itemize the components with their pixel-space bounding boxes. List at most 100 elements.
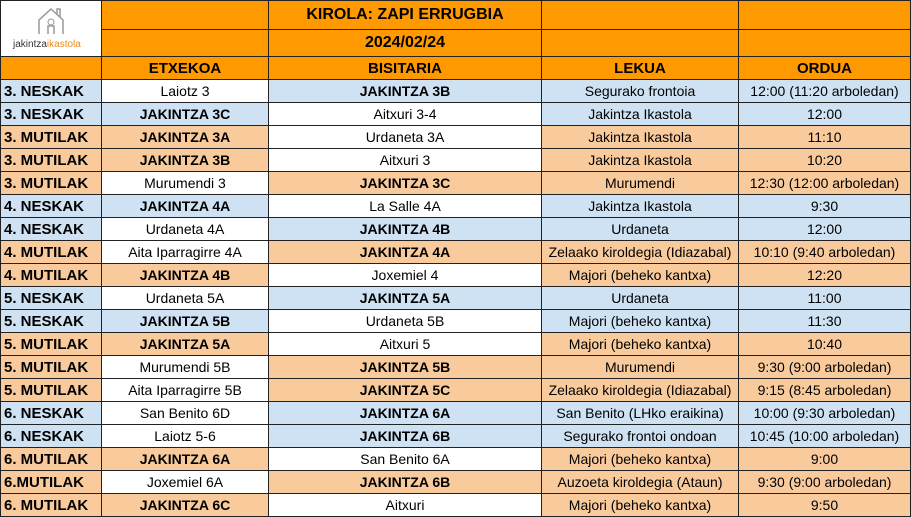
category-cell: 6. NESKAK xyxy=(0,424,102,448)
time-cell: 12:20 xyxy=(738,263,911,287)
header-category xyxy=(0,56,102,80)
house-logo-icon xyxy=(38,7,64,34)
table-row: 4. NESKAK JAKINTZA 4A La Salle 4A Jakintza … xyxy=(0,194,911,218)
home-team-cell: JAKINTZA 5A xyxy=(101,332,269,356)
home-team-cell: JAKINTZA 3C xyxy=(101,102,269,126)
header-time: ORDUA xyxy=(738,56,911,80)
table-row: 6. MUTILAK JAKINTZA 6C Aitxuri Majori (behe… xyxy=(0,493,911,517)
category-cell: 3. MUTILAK xyxy=(0,125,102,149)
time-cell: 10:10 (9:40 arboledan) xyxy=(738,240,911,264)
home-team-cell: Urdaneta 4A xyxy=(101,217,269,241)
time-cell: 10:40 xyxy=(738,332,911,356)
category-cell: 3. MUTILAK xyxy=(0,148,102,172)
category-cell: 4. MUTILAK xyxy=(0,263,102,287)
table-row: 6.MUTILAK Joxemiel 6A JAKINTZA 6B Auzoeta k… xyxy=(0,470,911,494)
place-cell: Urdaneta xyxy=(541,286,739,310)
time-cell: 12:00 xyxy=(738,102,911,126)
table-row: 3. MUTILAK Murumendi 3 JAKINTZA 3C Murumend… xyxy=(0,171,911,195)
place-cell: Majori (beheko kantxa) xyxy=(541,309,739,333)
table-row: 6. NESKAK Laiotz 5-6 JAKINTZA 6B Segurako f… xyxy=(0,424,911,448)
home-team-cell: Laiotz 3 xyxy=(101,79,269,103)
table-row: 5. MUTILAK Aita Iparragirre 5B JAKINTZA 5C… xyxy=(0,378,911,402)
table-row: 3. MUTILAK JAKINTZA 3B Aitxuri 3 Jakintza I… xyxy=(0,148,911,172)
away-team-cell: Aitxuri 5 xyxy=(268,332,542,356)
header-away: BISITARIA xyxy=(268,56,542,80)
table-row: 6. NESKAK San Benito 6D JAKINTZA 6A San Ben… xyxy=(0,401,911,425)
category-cell: 5. NESKAK xyxy=(0,309,102,333)
away-team-cell: JAKINTZA 6A xyxy=(268,401,542,425)
table-row: 5. NESKAK Urdaneta 5A JAKINTZA 5A Urdaneta 1… xyxy=(0,286,911,310)
place-cell: Segurako frontoia xyxy=(541,79,739,103)
home-team-cell: JAKINTZA 6A xyxy=(101,447,269,471)
home-team-cell: JAKINTZA 5B xyxy=(101,309,269,333)
place-cell: Zelaako kiroldegia (Idiazabal) xyxy=(541,378,739,402)
time-cell: 9:50 xyxy=(738,493,911,517)
place-cell: Murumendi xyxy=(541,171,739,195)
category-cell: 3. MUTILAK xyxy=(0,171,102,195)
home-team-cell: JAKINTZA 3A xyxy=(101,125,269,149)
time-cell: 9:30 (9:00 arboledan) xyxy=(738,470,911,494)
away-team-cell: JAKINTZA 6B xyxy=(268,470,542,494)
time-cell: 10:45 (10:00 arboledan) xyxy=(738,424,911,448)
table-row: 4. MUTILAK JAKINTZA 4B Joxemiel 4 Majori (b… xyxy=(0,263,911,287)
home-team-cell: Murumendi 5B xyxy=(101,355,269,379)
category-cell: 5. MUTILAK xyxy=(0,378,102,402)
home-team-cell: Urdaneta 5A xyxy=(101,286,269,310)
logo-text: jakintzaikastola xyxy=(13,39,81,50)
away-team-cell: Joxemiel 4 xyxy=(268,263,542,287)
page-title: KIROLA: ZAPI ERRUGBIA xyxy=(268,0,542,30)
home-team-cell: JAKINTZA 6C xyxy=(101,493,269,517)
home-team-cell: Laiotz 5-6 xyxy=(101,424,269,448)
away-team-cell: La Salle 4A xyxy=(268,194,542,218)
category-cell: 4. MUTILAK xyxy=(0,240,102,264)
away-team-cell: JAKINTZA 3B xyxy=(268,79,542,103)
away-team-cell: JAKINTZA 5C xyxy=(268,378,542,402)
category-cell: 3. NESKAK xyxy=(0,102,102,126)
place-cell: Jakintza Ikastola xyxy=(541,102,739,126)
away-team-cell: Aitxuri 3 xyxy=(268,148,542,172)
header-home: ETXEKOA xyxy=(101,56,269,80)
time-cell: 12:00 xyxy=(738,217,911,241)
away-team-cell: JAKINTZA 5B xyxy=(268,355,542,379)
table-row: 4. NESKAK Urdaneta 4A JAKINTZA 4B Urdaneta 1… xyxy=(0,217,911,241)
category-cell: 5. MUTILAK xyxy=(0,332,102,356)
time-cell: 12:30 (12:00 arboledan) xyxy=(738,171,911,195)
home-team-cell: JAKINTZA 4B xyxy=(101,263,269,287)
time-cell: 9:30 xyxy=(738,194,911,218)
table-row: 3. MUTILAK JAKINTZA 3A Urdaneta 3A Jakintza… xyxy=(0,125,911,149)
time-cell: 12:00 (11:20 arboledan) xyxy=(738,79,911,103)
table-row: 6. MUTILAK JAKINTZA 6A San Benito 6A Majori… xyxy=(0,447,911,471)
away-team-cell: JAKINTZA 4B xyxy=(268,217,542,241)
away-team-cell: Urdaneta 3A xyxy=(268,125,542,149)
home-team-cell: JAKINTZA 4A xyxy=(101,194,269,218)
category-cell: 6. MUTILAK xyxy=(0,493,102,517)
place-cell: Zelaako kiroldegia (Idiazabal) xyxy=(541,240,739,264)
table-row: 4. MUTILAK Aita Iparragirre 4A JAKINTZA 4A… xyxy=(0,240,911,264)
away-team-cell: JAKINTZA 4A xyxy=(268,240,542,264)
place-cell: Jakintza Ikastola xyxy=(541,148,739,172)
home-team-cell: Joxemiel 6A xyxy=(101,470,269,494)
table-row: 3. NESKAK JAKINTZA 3C Aitxuri 3-4 Jakintza … xyxy=(0,102,911,126)
table-row: 5. NESKAK JAKINTZA 5B Urdaneta 5B Majori (b… xyxy=(0,309,911,333)
home-team-cell: JAKINTZA 3B xyxy=(101,148,269,172)
place-cell: Urdaneta xyxy=(541,217,739,241)
table-row: 5. MUTILAK Murumendi 5B JAKINTZA 5B Murumen… xyxy=(0,355,911,379)
place-cell: Majori (beheko kantxa) xyxy=(541,493,739,517)
category-cell: 5. NESKAK xyxy=(0,286,102,310)
header-place: LEKUA xyxy=(541,56,739,80)
category-cell: 5. MUTILAK xyxy=(0,355,102,379)
category-cell: 6. NESKAK xyxy=(0,401,102,425)
place-cell: San Benito (LHko eraikina) xyxy=(541,401,739,425)
place-cell: Segurako frontoi ondoan xyxy=(541,424,739,448)
home-team-cell: San Benito 6D xyxy=(101,401,269,425)
place-cell: Jakintza Ikastola xyxy=(541,125,739,149)
time-cell: 10:20 xyxy=(738,148,911,172)
away-team-cell: Aitxuri 3-4 xyxy=(268,102,542,126)
place-cell: Majori (beheko kantxa) xyxy=(541,263,739,287)
away-team-cell: JAKINTZA 5A xyxy=(268,286,542,310)
away-team-cell: San Benito 6A xyxy=(268,447,542,471)
category-cell: 6.MUTILAK xyxy=(0,470,102,494)
place-cell: Majori (beheko kantxa) xyxy=(541,332,739,356)
category-cell: 3. NESKAK xyxy=(0,79,102,103)
away-team-cell: Urdaneta 5B xyxy=(268,309,542,333)
